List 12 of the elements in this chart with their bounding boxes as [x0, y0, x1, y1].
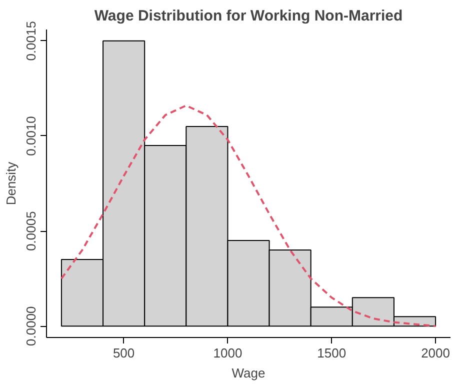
line-series [60, 104, 437, 328]
y-axis-title: Density [4, 161, 18, 206]
y-tick-label: 0.0005 [24, 211, 38, 251]
y-tick-label: 0.0000 [24, 306, 38, 346]
y-tick-label: 0.0010 [24, 116, 38, 156]
y-tick-label: 0.0015 [24, 21, 38, 61]
x-tick-label: 1000 [213, 346, 242, 360]
x-tick-label: 1500 [317, 346, 346, 360]
x-axis-title: Wage [232, 366, 266, 380]
x-tick-label: 2000 [421, 346, 450, 360]
chart-title: Wage Distribution for Working Non-Married [94, 8, 403, 24]
x-tick-label: 500 [112, 346, 135, 360]
